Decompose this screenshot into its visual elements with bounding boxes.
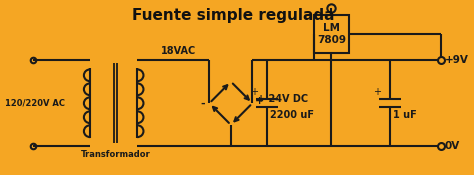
Text: 2200 uF: 2200 uF — [270, 110, 314, 120]
Text: +: + — [374, 87, 381, 97]
Text: 18VAC: 18VAC — [161, 47, 196, 57]
Bar — [314, 15, 349, 52]
Text: +: + — [250, 87, 258, 97]
Text: +: + — [255, 96, 264, 106]
Text: +9V: +9V — [445, 55, 469, 65]
Text: Transformador: Transformador — [81, 150, 151, 159]
Text: 1 uF: 1 uF — [393, 110, 417, 120]
Text: Fuente simple regulada: Fuente simple regulada — [132, 8, 334, 23]
Text: LM
7809: LM 7809 — [317, 23, 346, 45]
Text: 120/220V AC: 120/220V AC — [5, 99, 65, 108]
Text: -: - — [201, 98, 205, 108]
Text: + 24V DC: + 24V DC — [257, 94, 309, 104]
Text: 0V: 0V — [445, 141, 460, 151]
